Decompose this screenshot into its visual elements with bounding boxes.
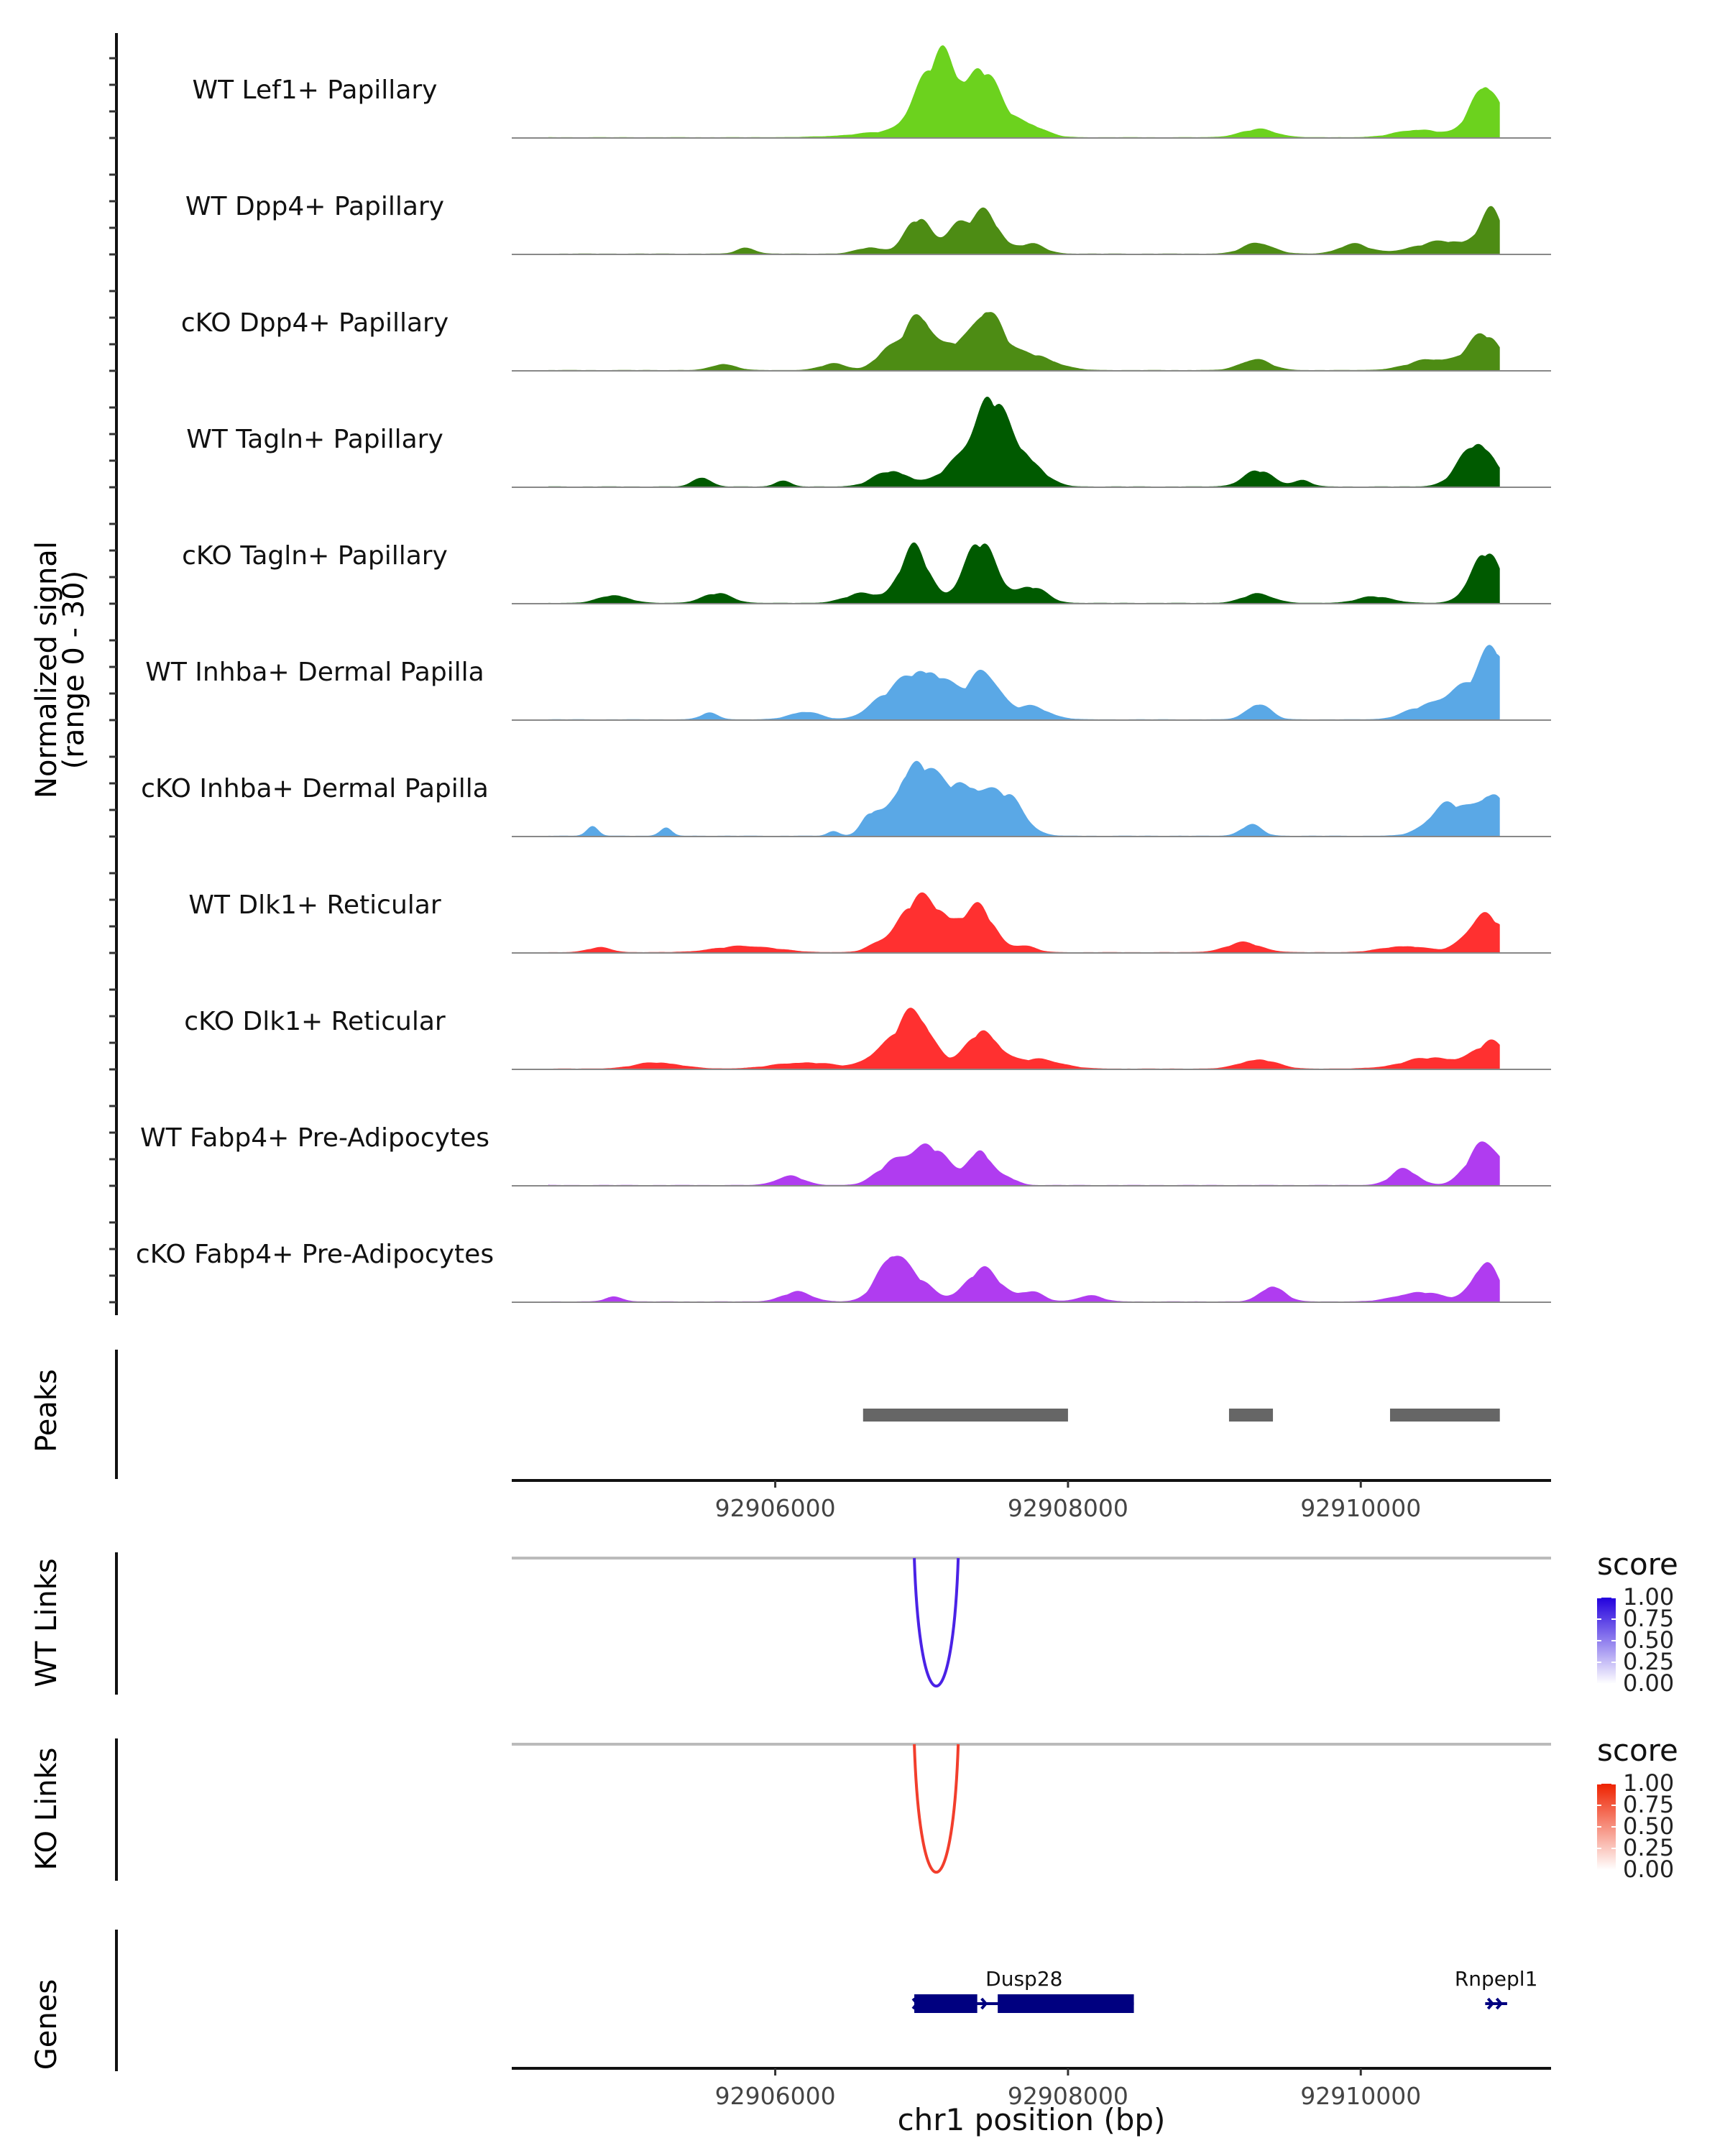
track-label: WT Inhba+ Dermal Papilla [145, 658, 484, 687]
legend-tick-label: 0.50 [1623, 1812, 1674, 1840]
coverage-y-axis [109, 33, 118, 1315]
track-label: WT Dlk1+ Reticular [188, 890, 441, 920]
legend-title: score [1597, 1547, 1678, 1582]
legend-tick-label: 0.75 [1623, 1605, 1674, 1632]
x-axis-title: chr1 position (bp) [898, 2102, 1166, 2137]
legend-tick-label: 0.50 [1623, 1626, 1674, 1654]
coverage-area [548, 1141, 1500, 1186]
track-label: cKO Tagln+ Papillary [182, 541, 448, 571]
gene-exon [998, 1994, 1134, 2013]
link-arc [913, 1557, 960, 1687]
peak-region [1228, 1409, 1274, 1422]
strand-arrow [980, 1997, 988, 2010]
links-label: KO Links [30, 1748, 63, 1871]
legend-tick-label: 0.00 [1623, 1669, 1674, 1697]
x-axis-top: 92906000 92908000 92910000 [512, 1479, 1551, 1522]
peak-region [862, 1409, 1068, 1422]
coverage-area [548, 760, 1500, 837]
coverage-area [548, 645, 1500, 720]
coverage-area [548, 45, 1500, 138]
genes-label: Genes [30, 1979, 63, 2070]
gene-name: Rnpepl1 [1455, 1967, 1538, 1991]
coverage-area [548, 892, 1500, 953]
coverage-area [548, 542, 1500, 604]
x-axis-bottom: chr1 position (bp) 92906000 92908000 92910… [512, 2067, 1551, 2137]
legend-tick-label: 1.00 [1623, 1583, 1674, 1611]
gene-name: Dusp28 [985, 1967, 1062, 1991]
coverage-area [548, 396, 1500, 487]
strand-arrow [1495, 1997, 1503, 2010]
x-axis-top-tick-label: 92910000 [1300, 1494, 1421, 1522]
coverage-tracks: WT Lef1+ Papillary WT Dpp4+ Papillary cKO … [136, 45, 1551, 1303]
track-label: cKO Dpp4+ Papillary [181, 308, 448, 338]
track-label: cKO Fabp4+ Pre-Adipocytes [136, 1240, 494, 1269]
coverage-area [548, 312, 1500, 371]
x-axis-bottom-tick-label: 92910000 [1300, 2082, 1421, 2110]
legend-tick-label: 0.00 [1623, 1856, 1674, 1883]
link-arc [913, 1743, 960, 1874]
track-label: cKO Dlk1+ Reticular [184, 1007, 446, 1036]
strand-arrow [1486, 1997, 1494, 2010]
coverage-ylabel-line1: Normalized signal [30, 541, 63, 798]
coverage-area [548, 206, 1500, 254]
links-label: WT Links [30, 1558, 63, 1687]
track-label: WT Dpp4+ Papillary [185, 192, 444, 221]
peak-region [1389, 1409, 1500, 1422]
gene-exon [914, 1994, 978, 2013]
track-label: cKO Inhba+ Dermal Papilla [141, 774, 489, 803]
coverage-area [548, 1008, 1500, 1069]
x-axis-top-tick-label: 92908000 [1008, 1494, 1128, 1522]
peaks-label: Peaks [30, 1369, 63, 1452]
x-axis-bottom-tick-label: 92906000 [715, 2082, 836, 2110]
strand-arrow [911, 1997, 919, 2010]
coverage-ylabel-line2: (range 0 - 30) [58, 571, 91, 769]
x-axis-top-tick-label: 92906000 [715, 1494, 836, 1522]
track-label: WT Lef1+ Papillary [193, 75, 438, 105]
legend-tick-label: 0.25 [1623, 1648, 1674, 1675]
coverage-area [548, 1256, 1500, 1302]
x-axis-bottom-tick-label: 92908000 [1008, 2082, 1128, 2110]
track-label: WT Fabp4+ Pre-Adipocytes [140, 1123, 489, 1153]
genes-panel: Genes Dusp28 Rnpepl1 [30, 1930, 1537, 2071]
track-label: WT Tagln+ Papillary [186, 425, 443, 454]
legend-title: score [1597, 1733, 1678, 1768]
coverage-axis-title: Normalized signal (range 0 - 30) [30, 541, 91, 798]
legend-tick-label: 1.00 [1623, 1769, 1674, 1797]
peaks-panel: Peaks [30, 1350, 1500, 1479]
legend-tick-label: 0.25 [1623, 1834, 1674, 1861]
legend-tick-label: 0.75 [1623, 1791, 1674, 1818]
